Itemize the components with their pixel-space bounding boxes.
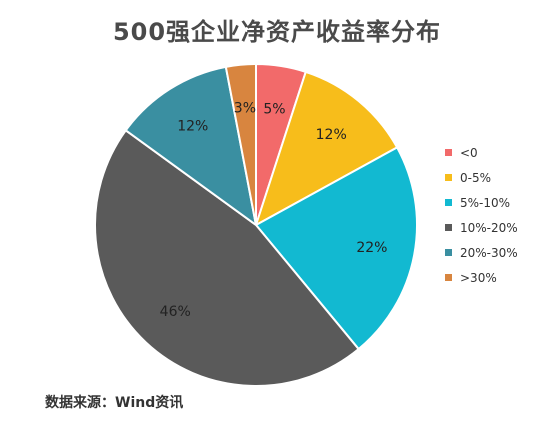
legend-swatch xyxy=(445,224,452,231)
pie-slice xyxy=(94,128,361,387)
legend-label: 20%-30% xyxy=(460,245,518,260)
legend-item: >30% xyxy=(445,265,518,290)
slice-label: 12% xyxy=(316,127,347,143)
legend-item: 20%-30% xyxy=(445,240,518,265)
chart-legend: <0 0-5% 5%-10% 10%-20% 20%-30% >30% xyxy=(445,140,518,290)
legend-label: >30% xyxy=(460,270,497,285)
slice-label: 12% xyxy=(177,118,208,134)
pie-slice xyxy=(254,70,399,228)
legend-label: 0-5% xyxy=(460,170,492,185)
slice-label: 46% xyxy=(160,304,191,320)
legend-swatch xyxy=(445,149,452,156)
pie-slice xyxy=(254,146,418,351)
legend-label: 10%-20% xyxy=(460,220,518,235)
legend-item: 5%-10% xyxy=(445,190,518,215)
legend-item: 10%-20% xyxy=(445,215,518,240)
slice-label: 3% xyxy=(234,101,256,117)
slice-label: 22% xyxy=(356,240,387,256)
slice-label: 5% xyxy=(263,101,285,117)
legend-swatch xyxy=(445,199,452,206)
legend-label: <0 xyxy=(460,145,478,160)
chart-title: 500强企业净资产收益率分布 xyxy=(112,18,442,46)
legend-swatch xyxy=(445,249,452,256)
pie-slice xyxy=(224,62,257,226)
legend-swatch xyxy=(445,174,452,181)
source-note: 数据来源：Wind资讯 xyxy=(45,395,184,411)
legend-label: 5%-10% xyxy=(460,195,511,210)
legend-item: 0-5% xyxy=(445,165,518,190)
pie-slice xyxy=(124,65,258,228)
legend-item: <0 xyxy=(445,140,518,165)
legend-swatch xyxy=(445,274,452,281)
